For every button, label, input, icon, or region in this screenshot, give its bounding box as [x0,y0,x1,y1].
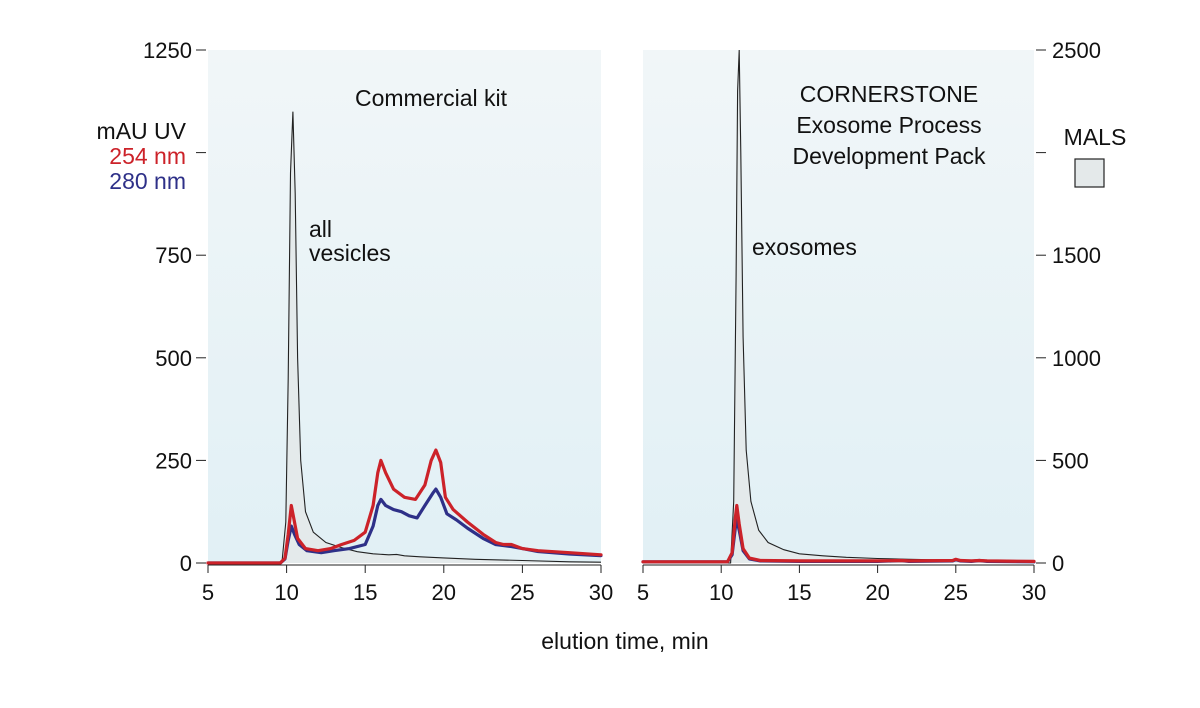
left-annotation-line-1: all [309,216,332,242]
x-tick-label-left-5: 5 [202,580,214,605]
x-tick-label-left-30: 30 [589,580,613,605]
y-tick-label-right-1500: 1500 [1052,243,1101,268]
y-left-254-label: 254 nm [109,143,186,169]
right-panel-title-line-3: Development Pack [792,143,986,169]
y-tick-label-right-0: 0 [1052,551,1064,576]
panel-backgrounds [208,50,1034,563]
left-annotation-line-2: vesicles [309,240,391,266]
x-tick-label-right-30: 30 [1022,580,1046,605]
y-tick-label-right-2500: 2500 [1052,38,1101,63]
right-panel-title-line-2: Exosome Process [796,112,981,138]
plot-area-right [643,50,1034,563]
plot-area-left [208,50,601,563]
series-254-nm-line-left [206,448,603,565]
y-left-unit-label: mAU UV [97,118,187,144]
x-axis-label: elution time, min [541,628,708,654]
right-panel-title-line-1: CORNERSTONE [800,81,979,107]
x-tick-label-right-20: 20 [865,580,889,605]
y-tick-label-left-250: 250 [155,448,192,473]
mals-legend-label: MALS [1064,124,1127,150]
series-254-nm-line-right [641,503,1036,564]
y-tick-label-left-0: 0 [180,551,192,576]
x-tick-label-left-25: 25 [510,580,534,605]
y-tick-label-right-500: 500 [1052,448,1089,473]
y-tick-label-left-1250: 1250 [143,38,192,63]
mals-legend-swatch [1074,158,1105,188]
y-tick-label-left-750: 750 [155,243,192,268]
y-left-280-label: 280 nm [109,168,186,194]
x-tick-label-left-20: 20 [432,580,456,605]
y-tick-label-left-500: 500 [155,346,192,371]
x-tick-label-right-5: 5 [637,580,649,605]
x-tick-label-right-10: 10 [709,580,733,605]
series-layer [206,49,1036,565]
x-tick-label-left-10: 10 [274,580,298,605]
text-layer: Commercial kit all vesicles CORNERSTONE … [97,81,1127,654]
x-tick-label-left-15: 15 [353,580,377,605]
x-tick-label-right-15: 15 [787,580,811,605]
y-tick-label-right-1000: 1000 [1052,346,1101,371]
left-panel-title: Commercial kit [355,85,508,111]
right-annotation: exosomes [752,234,857,260]
series-mals-line-left [208,111,602,564]
x-tick-label-right-25: 25 [944,580,968,605]
